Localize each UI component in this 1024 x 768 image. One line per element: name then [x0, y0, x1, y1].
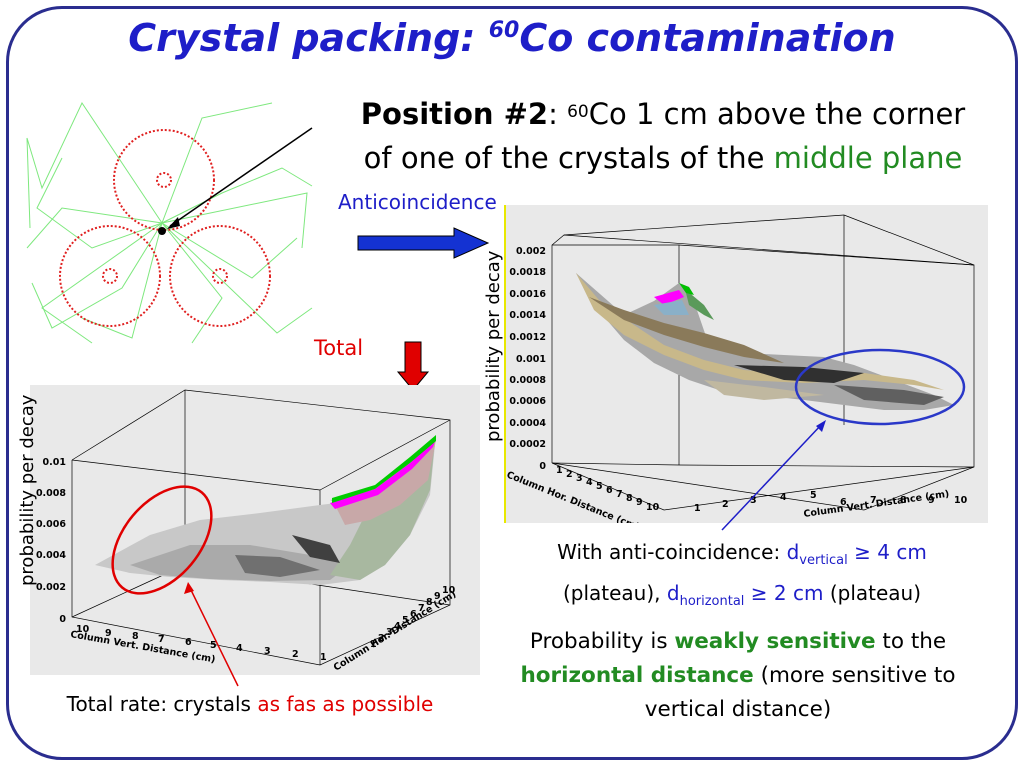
svg-text:5: 5 [210, 640, 217, 651]
svg-text:8: 8 [900, 495, 907, 506]
total-rate-caption: Total rate: crystals as fas as possible [66, 692, 434, 716]
red-down-arrow [396, 341, 430, 391]
svg-text:1: 1 [694, 503, 701, 514]
anti-surface [576, 273, 954, 410]
slide-frame [6, 6, 1018, 760]
svg-text:0.0012: 0.0012 [509, 332, 546, 343]
svg-text:0: 0 [539, 461, 546, 472]
svg-text:7: 7 [418, 603, 425, 614]
svg-text:9: 9 [434, 591, 441, 602]
svg-text:2: 2 [722, 499, 729, 510]
red-pointer-line [189, 587, 239, 687]
blue-pointer-head [816, 420, 826, 432]
svg-text:7: 7 [870, 495, 877, 506]
source-pointer-arrowhead [167, 217, 180, 229]
svg-text:6: 6 [410, 609, 417, 620]
svg-text:3: 3 [386, 627, 393, 638]
svg-text:4: 4 [236, 643, 243, 654]
blue-right-arrow [357, 227, 490, 259]
position-description: Position #2: 60Co 1 cm above the corner … [360, 97, 966, 175]
svg-text:8: 8 [132, 631, 139, 642]
svg-text:5: 5 [810, 490, 817, 501]
svg-text:10: 10 [76, 624, 90, 635]
svg-text:0.006: 0.006 [36, 519, 66, 530]
svg-text:10: 10 [954, 495, 968, 506]
blue-pointer-line [721, 423, 823, 531]
total-highlight-ellipse [111, 485, 213, 595]
svg-text:0.0016: 0.0016 [509, 289, 546, 300]
svg-text:2: 2 [292, 649, 299, 660]
svg-text:0.001: 0.001 [516, 354, 546, 365]
svg-text:9: 9 [928, 495, 935, 506]
total-ylabel: probability per decay [17, 394, 38, 586]
svg-text:1: 1 [370, 639, 377, 650]
svg-text:0.002: 0.002 [36, 582, 66, 593]
svg-text:5: 5 [402, 615, 409, 626]
svg-text:3: 3 [576, 473, 583, 484]
plateau-highlight-ellipse [794, 348, 966, 426]
slide-title: Crystal packing: 60Co contamination [128, 16, 896, 60]
svg-text:2: 2 [566, 469, 573, 480]
svg-text:3: 3 [264, 646, 271, 657]
anti-ylabel: probability per decay [483, 250, 504, 442]
gamma-tracks [26, 101, 313, 344]
source-point [158, 227, 166, 235]
svg-text:9: 9 [636, 497, 643, 508]
svg-text:0.0018: 0.0018 [509, 267, 546, 278]
total-plot-drawing: 0.01 0.008 0.006 0.004 0.002 0 10 9 8 7 … [36, 389, 458, 674]
svg-text:0.004: 0.004 [36, 550, 66, 561]
svg-text:0: 0 [59, 614, 66, 625]
svg-text:4: 4 [780, 492, 787, 503]
total-surface [95, 435, 436, 585]
svg-text:0.002: 0.002 [516, 246, 546, 257]
anti-y-ticks: 0.002 0.0018 0.0016 0.0014 0.0012 0.001 … [509, 246, 546, 472]
svg-text:2: 2 [378, 633, 385, 644]
crystal-circles [59, 129, 271, 327]
anticoincidence-caption: With anti-coincidence: dvertical ≥ 4 cm … [557, 540, 927, 609]
svg-text:1: 1 [320, 652, 327, 663]
svg-text:0.0006: 0.0006 [509, 396, 546, 407]
svg-text:8: 8 [626, 493, 633, 504]
svg-text:0.0014: 0.0014 [509, 310, 546, 321]
svg-text:0.0002: 0.0002 [509, 439, 546, 450]
svg-text:6: 6 [840, 497, 847, 508]
svg-text:9: 9 [105, 628, 112, 639]
svg-text:6: 6 [606, 485, 613, 496]
svg-text:8: 8 [426, 597, 433, 608]
svg-text:7: 7 [158, 634, 165, 645]
anticoincidence-label: Anticoincidence [338, 190, 497, 214]
anticoincidence-plot-drawing: 0.002 0.0018 0.0016 0.0014 0.0012 0.001 … [504, 205, 975, 523]
total-x-ticks: 10 9 8 7 6 5 4 3 2 1 [76, 624, 327, 663]
svg-text:probability per decay: probability per decay [483, 250, 504, 442]
svg-text:5: 5 [596, 481, 603, 492]
svg-text:0.0008: 0.0008 [509, 375, 546, 386]
plot-box [551, 214, 975, 511]
svg-text:0.008: 0.008 [36, 488, 66, 499]
svg-text:7: 7 [616, 489, 623, 500]
anti-z-ticks: 1 2 3 4 5 6 7 8 9 10 [694, 490, 968, 514]
svg-text:3: 3 [750, 495, 757, 506]
total-label: Total [314, 336, 364, 360]
svg-text:10: 10 [442, 585, 456, 596]
svg-text:4: 4 [394, 621, 401, 632]
svg-text:4: 4 [586, 477, 593, 488]
svg-text:0.0004: 0.0004 [509, 418, 546, 429]
svg-text:10: 10 [646, 502, 660, 513]
svg-text:0.01: 0.01 [43, 457, 66, 468]
svg-text:6: 6 [185, 637, 192, 648]
sensitivity-caption: Probability is weakly sensitive to the h… [520, 629, 956, 722]
svg-text:probability per decay: probability per decay [17, 394, 38, 586]
red-pointer-head [184, 582, 194, 594]
total-y-ticks: 0.01 0.008 0.006 0.004 0.002 0 [36, 457, 66, 625]
crystal-geometry-diagram [26, 101, 313, 344]
anti-x-ticks: 1 2 3 4 5 6 7 8 9 10 [556, 465, 660, 513]
total-z-ticks: 1 2 3 4 5 6 7 8 9 10 [370, 585, 456, 650]
source-pointer-arrow [169, 127, 313, 227]
svg-text:1: 1 [556, 465, 563, 476]
